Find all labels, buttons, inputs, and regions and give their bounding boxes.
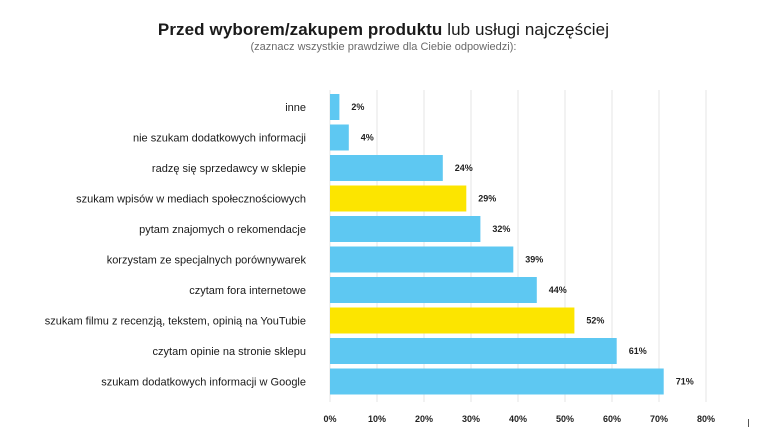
bar [330, 338, 617, 364]
category-label: szukam wpisów w mediach społecznościowyc… [76, 194, 306, 206]
data-label: 2% [351, 102, 364, 112]
data-label: 24% [455, 163, 473, 173]
data-label: 4% [361, 133, 374, 143]
bar [330, 368, 664, 395]
x-tick-label: 0% [323, 414, 336, 424]
bar [330, 155, 443, 181]
bar [330, 246, 514, 273]
x-tick-label: 80% [697, 414, 715, 424]
chart-title-bold: Przed wyborem/zakupem produktu [157, 20, 443, 39]
bar [330, 216, 481, 242]
bar [330, 124, 349, 151]
data-label: 71% [676, 377, 694, 387]
chart-title: Przed wyborem/zakupem produktu lub usług… [0, 20, 767, 40]
x-tick-label: 50% [556, 414, 574, 424]
category-label: czytam opinie na stronie sklepu [153, 346, 306, 358]
data-label: 32% [492, 224, 510, 234]
category-label: szukam filmu z recenzją, tekstem, opinią… [45, 316, 306, 328]
category-label: pytam znajomych o rekomendacje [139, 224, 306, 236]
category-label: korzystam ze specjalnych porównywarek [107, 255, 307, 267]
data-label: 44% [549, 285, 567, 295]
bar [330, 277, 537, 303]
x-tick-label: 30% [462, 414, 480, 424]
bar [330, 94, 340, 120]
chart-header: Przed wyborem/zakupem produktu lub usług… [0, 20, 767, 53]
data-label: 61% [629, 346, 647, 356]
category-label: nie szukam dodatkowych informacji [133, 133, 306, 145]
category-label: inne [285, 102, 306, 114]
edge-marker [748, 419, 749, 427]
x-tick-label: 40% [509, 414, 527, 424]
data-label: 39% [525, 255, 543, 265]
category-label: radzę się sprzedawcy w sklepie [152, 163, 306, 175]
data-label: 52% [586, 316, 604, 326]
chart-title-rest: lub usługi najczęściej [442, 20, 610, 39]
category-label: szukam dodatkowych informacji w Google [101, 377, 306, 389]
x-tick-label: 60% [603, 414, 621, 424]
bar-highlighted [330, 307, 575, 334]
x-tick-label: 20% [415, 414, 433, 424]
x-tick-label: 70% [650, 414, 668, 424]
x-tick-label: 10% [368, 414, 386, 424]
data-label: 29% [478, 194, 496, 204]
chart-subtitle: (zaznacz wszystkie prawdziwe dla Ciebie … [250, 41, 517, 53]
bar-highlighted [330, 185, 467, 212]
category-label: czytam fora internetowe [189, 285, 306, 297]
